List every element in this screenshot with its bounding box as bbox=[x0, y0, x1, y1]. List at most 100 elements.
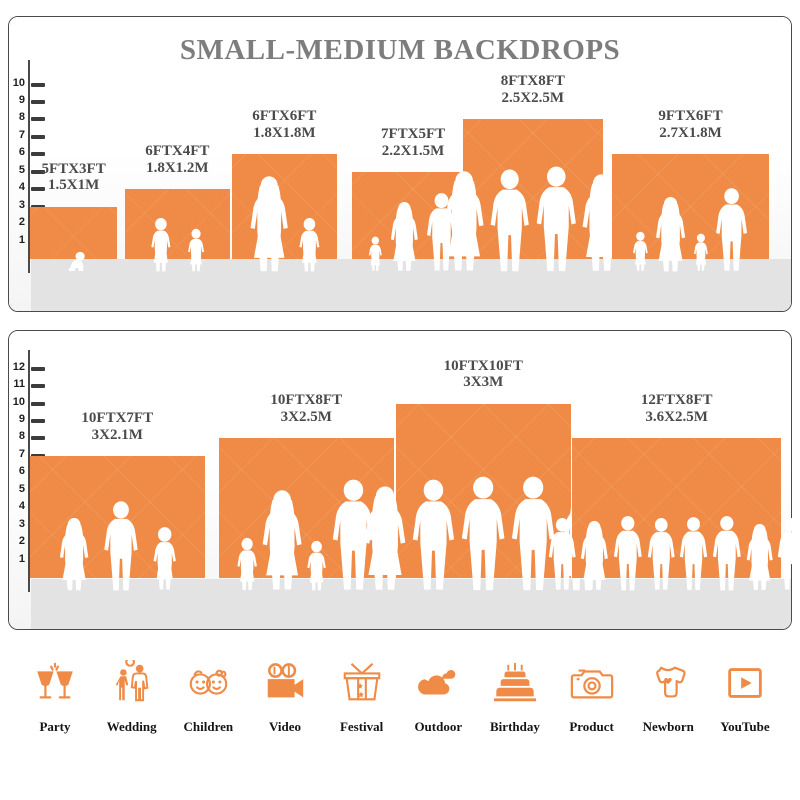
y-axis-tick-label: 4 bbox=[18, 500, 25, 513]
photo-camera-icon bbox=[560, 655, 624, 711]
y-axis-tick-label: 3 bbox=[18, 198, 25, 211]
people-silhouette-group bbox=[352, 172, 474, 271]
person-silhouette bbox=[461, 476, 505, 590]
y-axis-tick bbox=[31, 134, 45, 139]
y-axis-tick-label: 12 bbox=[12, 360, 25, 373]
person-silhouette bbox=[151, 217, 171, 271]
cloud-outdoor-icon bbox=[406, 655, 470, 711]
bar-size-caption: 12FTX8FT 3.6X2.5M bbox=[641, 392, 713, 426]
people-silhouette-group bbox=[232, 154, 337, 271]
bar-size-metric: 3X2.1M bbox=[91, 426, 143, 443]
bar-size-metric: 3.6X2.5M bbox=[645, 409, 708, 426]
backdrop-size-bar: 10FTX7FT 3X2.1M bbox=[30, 410, 205, 590]
people-silhouette-group bbox=[30, 456, 205, 590]
bar-size-caption: 5FTX3FT 1.5X1M bbox=[42, 161, 106, 195]
y-axis-tick bbox=[31, 117, 45, 122]
page-title: SMALL-MEDIUM BACKDROPS bbox=[179, 34, 621, 66]
bar-size-caption: 8FTX8FT 2.5X2.5M bbox=[501, 73, 565, 107]
bar-size-metric: 3X2.5M bbox=[280, 409, 332, 426]
use-case-video[interactable]: Video bbox=[248, 655, 322, 735]
person-silhouette bbox=[536, 166, 576, 271]
backdrop-size-bar: 9FTX6FT 2.7X1.8M bbox=[612, 108, 770, 271]
y-axis-tick-label: 7 bbox=[18, 447, 25, 460]
y-axis-line bbox=[28, 60, 30, 273]
backdrop-size-bar: 7FTX5FT 2.2X1.5M bbox=[352, 126, 475, 271]
gift-box-icon bbox=[330, 655, 394, 711]
use-case-wedding[interactable]: Wedding bbox=[95, 655, 169, 735]
bar-size-imperial: 10FTX7FT bbox=[81, 409, 154, 426]
movie-camera-icon bbox=[253, 655, 317, 711]
person-silhouette bbox=[613, 515, 642, 590]
person-silhouette bbox=[298, 217, 320, 271]
person-silhouette bbox=[153, 527, 176, 590]
bar-size-imperial: 6FTX6FT bbox=[252, 108, 317, 125]
person-silhouette bbox=[580, 521, 609, 590]
baby-onesie-icon bbox=[636, 655, 700, 711]
y-axis-tick-label: 4 bbox=[18, 181, 25, 194]
y-axis-tick-label: 10 bbox=[12, 76, 25, 89]
y-axis-tick bbox=[31, 82, 45, 87]
person-silhouette bbox=[250, 176, 289, 271]
youtube-play-icon bbox=[713, 655, 777, 711]
bar-size-caption: 10FTX7FT 3X2.1M bbox=[81, 410, 153, 444]
backdrop-size-bar: 6FTX6FT 1.8X1.8M bbox=[232, 108, 337, 271]
use-case-youtube[interactable]: YouTube bbox=[708, 655, 782, 735]
use-case-label: Outdoor bbox=[414, 719, 463, 734]
use-case-label: Birthday bbox=[490, 719, 540, 734]
person-silhouette bbox=[237, 537, 257, 590]
y-axis-tick-label: 8 bbox=[18, 111, 25, 124]
person-silhouette bbox=[103, 500, 138, 590]
use-case-label: Festival bbox=[339, 719, 384, 734]
use-case-label: YouTube bbox=[720, 719, 770, 734]
backdrop-size-bar: 8FTX8FT 2.5X2.5M bbox=[444, 73, 621, 271]
person-silhouette bbox=[632, 231, 648, 271]
bar-size-imperial: 9FTX6FT bbox=[658, 108, 723, 125]
person-silhouette bbox=[746, 523, 773, 590]
person-silhouette bbox=[778, 518, 800, 590]
bar-size-caption: 7FTX5FT 2.2X1.5M bbox=[381, 126, 445, 160]
use-case-label: Product bbox=[569, 719, 614, 734]
use-case-festival[interactable]: Festival bbox=[325, 655, 399, 735]
person-silhouette bbox=[655, 196, 686, 271]
wedding-couple-icon bbox=[100, 655, 164, 711]
person-silhouette bbox=[712, 515, 741, 590]
bar-size-metric: 1.8X1.8M bbox=[253, 125, 316, 142]
use-case-label: Party bbox=[39, 719, 71, 734]
bar-size-imperial: 6FTX4FT bbox=[145, 143, 210, 160]
person-silhouette bbox=[716, 188, 748, 271]
bar-size-imperial: 7FTX5FT bbox=[380, 125, 446, 142]
y-axis-tick-label: 9 bbox=[18, 412, 25, 425]
cheers-glasses-icon bbox=[23, 655, 87, 711]
y-axis-tick-label: 6 bbox=[18, 146, 25, 159]
use-case-children[interactable]: Children bbox=[171, 655, 245, 735]
person-silhouette bbox=[426, 193, 456, 271]
children-faces-icon bbox=[176, 655, 240, 711]
backdrop-size-bar: 10FTX10FT 3X3M bbox=[364, 358, 602, 590]
people-silhouette-group bbox=[548, 438, 800, 590]
people-silhouette-group bbox=[219, 438, 394, 590]
people-silhouette-group bbox=[612, 154, 769, 271]
bar-size-metric: 1.5X1M bbox=[47, 177, 100, 194]
y-axis-tick bbox=[31, 152, 45, 157]
bar-size-metric: 3X3M bbox=[463, 374, 504, 391]
y-axis-tick-label: 9 bbox=[18, 93, 25, 106]
person-silhouette bbox=[59, 517, 88, 590]
person-silhouette bbox=[491, 169, 530, 271]
bar-size-caption: 6FTX4FT 1.8X1.2M bbox=[145, 143, 209, 177]
use-case-product[interactable]: Product bbox=[555, 655, 629, 735]
use-case-birthday[interactable]: Birthday bbox=[478, 655, 552, 735]
use-case-party[interactable]: Party bbox=[18, 655, 92, 735]
y-axis-tick-label: 5 bbox=[18, 163, 25, 176]
y-axis-tick bbox=[31, 169, 45, 174]
person-silhouette bbox=[187, 228, 204, 271]
y-axis-tick bbox=[31, 436, 45, 441]
use-case-outdoor[interactable]: Outdoor bbox=[401, 655, 475, 735]
y-axis-tick-label: 10 bbox=[12, 395, 25, 408]
bar-size-metric: 2.7X1.8M bbox=[659, 125, 722, 142]
use-case-newborn[interactable]: Newborn bbox=[631, 655, 705, 735]
bar-size-metric: 2.2X1.5M bbox=[381, 142, 445, 159]
bar-size-caption: 9FTX6FT 2.7X1.8M bbox=[658, 108, 722, 142]
person-silhouette bbox=[369, 236, 383, 271]
bar-size-imperial: 10FTX8FT bbox=[270, 392, 343, 409]
y-axis-tick bbox=[31, 187, 45, 192]
